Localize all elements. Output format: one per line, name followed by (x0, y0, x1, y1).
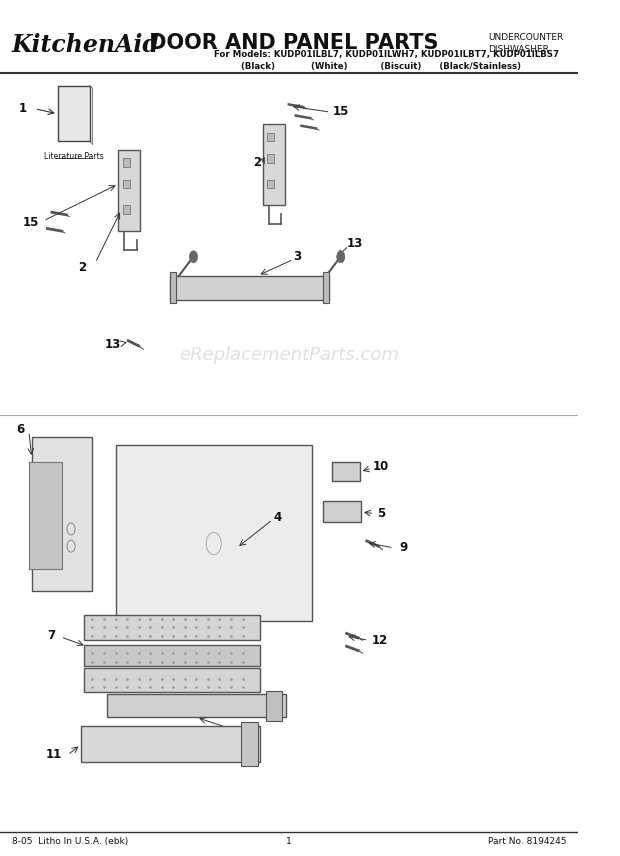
Bar (107, 694, 286, 717)
Circle shape (337, 251, 345, 263)
Bar (170, 276, 329, 300)
Bar (123, 205, 130, 214)
Text: 1: 1 (286, 837, 291, 847)
Bar (115, 445, 312, 621)
Text: eReplacementParts.com: eReplacementParts.com (179, 346, 399, 365)
Text: 10: 10 (373, 460, 389, 473)
Text: Part No. 8194245: Part No. 8194245 (487, 837, 566, 847)
Text: 13: 13 (347, 237, 363, 251)
Text: KitchenAid: KitchenAid (12, 33, 159, 56)
Text: DOOR AND PANEL PARTS: DOOR AND PANEL PARTS (141, 33, 438, 52)
Bar (84, 668, 260, 692)
Text: 8-05  Litho In U.S.A. (ebk): 8-05 Litho In U.S.A. (ebk) (12, 837, 128, 847)
Text: 4: 4 (273, 511, 281, 525)
Bar (170, 272, 176, 303)
Bar (266, 691, 282, 721)
Bar (123, 158, 130, 167)
Text: 2: 2 (253, 156, 261, 169)
Text: 8: 8 (230, 725, 238, 739)
Text: UNDERCOUNTER: UNDERCOUNTER (488, 33, 564, 42)
Bar (84, 615, 260, 640)
Text: 15: 15 (22, 216, 39, 229)
Text: 5: 5 (377, 507, 386, 520)
Text: (Black)            (White)           (Biscuit)      (Black/Stainless): (Black) (White) (Biscuit) (Black/Stainle… (214, 62, 521, 71)
Bar (267, 180, 275, 188)
Text: 9: 9 (399, 541, 407, 555)
Bar (267, 133, 275, 141)
Text: 2: 2 (78, 260, 86, 274)
Text: 3: 3 (293, 250, 301, 264)
Bar (324, 501, 361, 522)
Text: DISHWASHER: DISHWASHER (488, 45, 549, 54)
Bar (32, 437, 92, 591)
Bar (324, 272, 329, 303)
Text: 1: 1 (19, 102, 27, 116)
Bar (29, 462, 63, 569)
Text: 11: 11 (46, 748, 62, 762)
Bar (84, 645, 260, 666)
Text: 12: 12 (372, 633, 388, 647)
Text: 15: 15 (332, 104, 349, 118)
Bar (118, 150, 140, 231)
Text: 6: 6 (16, 423, 24, 437)
Text: 13: 13 (105, 337, 121, 351)
Bar (241, 722, 257, 766)
Bar (332, 462, 360, 481)
Bar (58, 86, 89, 141)
Bar (81, 726, 260, 762)
Text: For Models: KUDP01ILBL7, KUDP01ILWH7, KUDP01ILBT7, KUDP01ILBS7: For Models: KUDP01ILBL7, KUDP01ILWH7, KU… (214, 50, 559, 59)
Bar (123, 180, 130, 188)
Text: Literature Parts: Literature Parts (44, 152, 104, 162)
Bar (263, 124, 285, 205)
Bar (267, 154, 275, 163)
Circle shape (190, 251, 198, 263)
Text: 7: 7 (46, 628, 55, 642)
